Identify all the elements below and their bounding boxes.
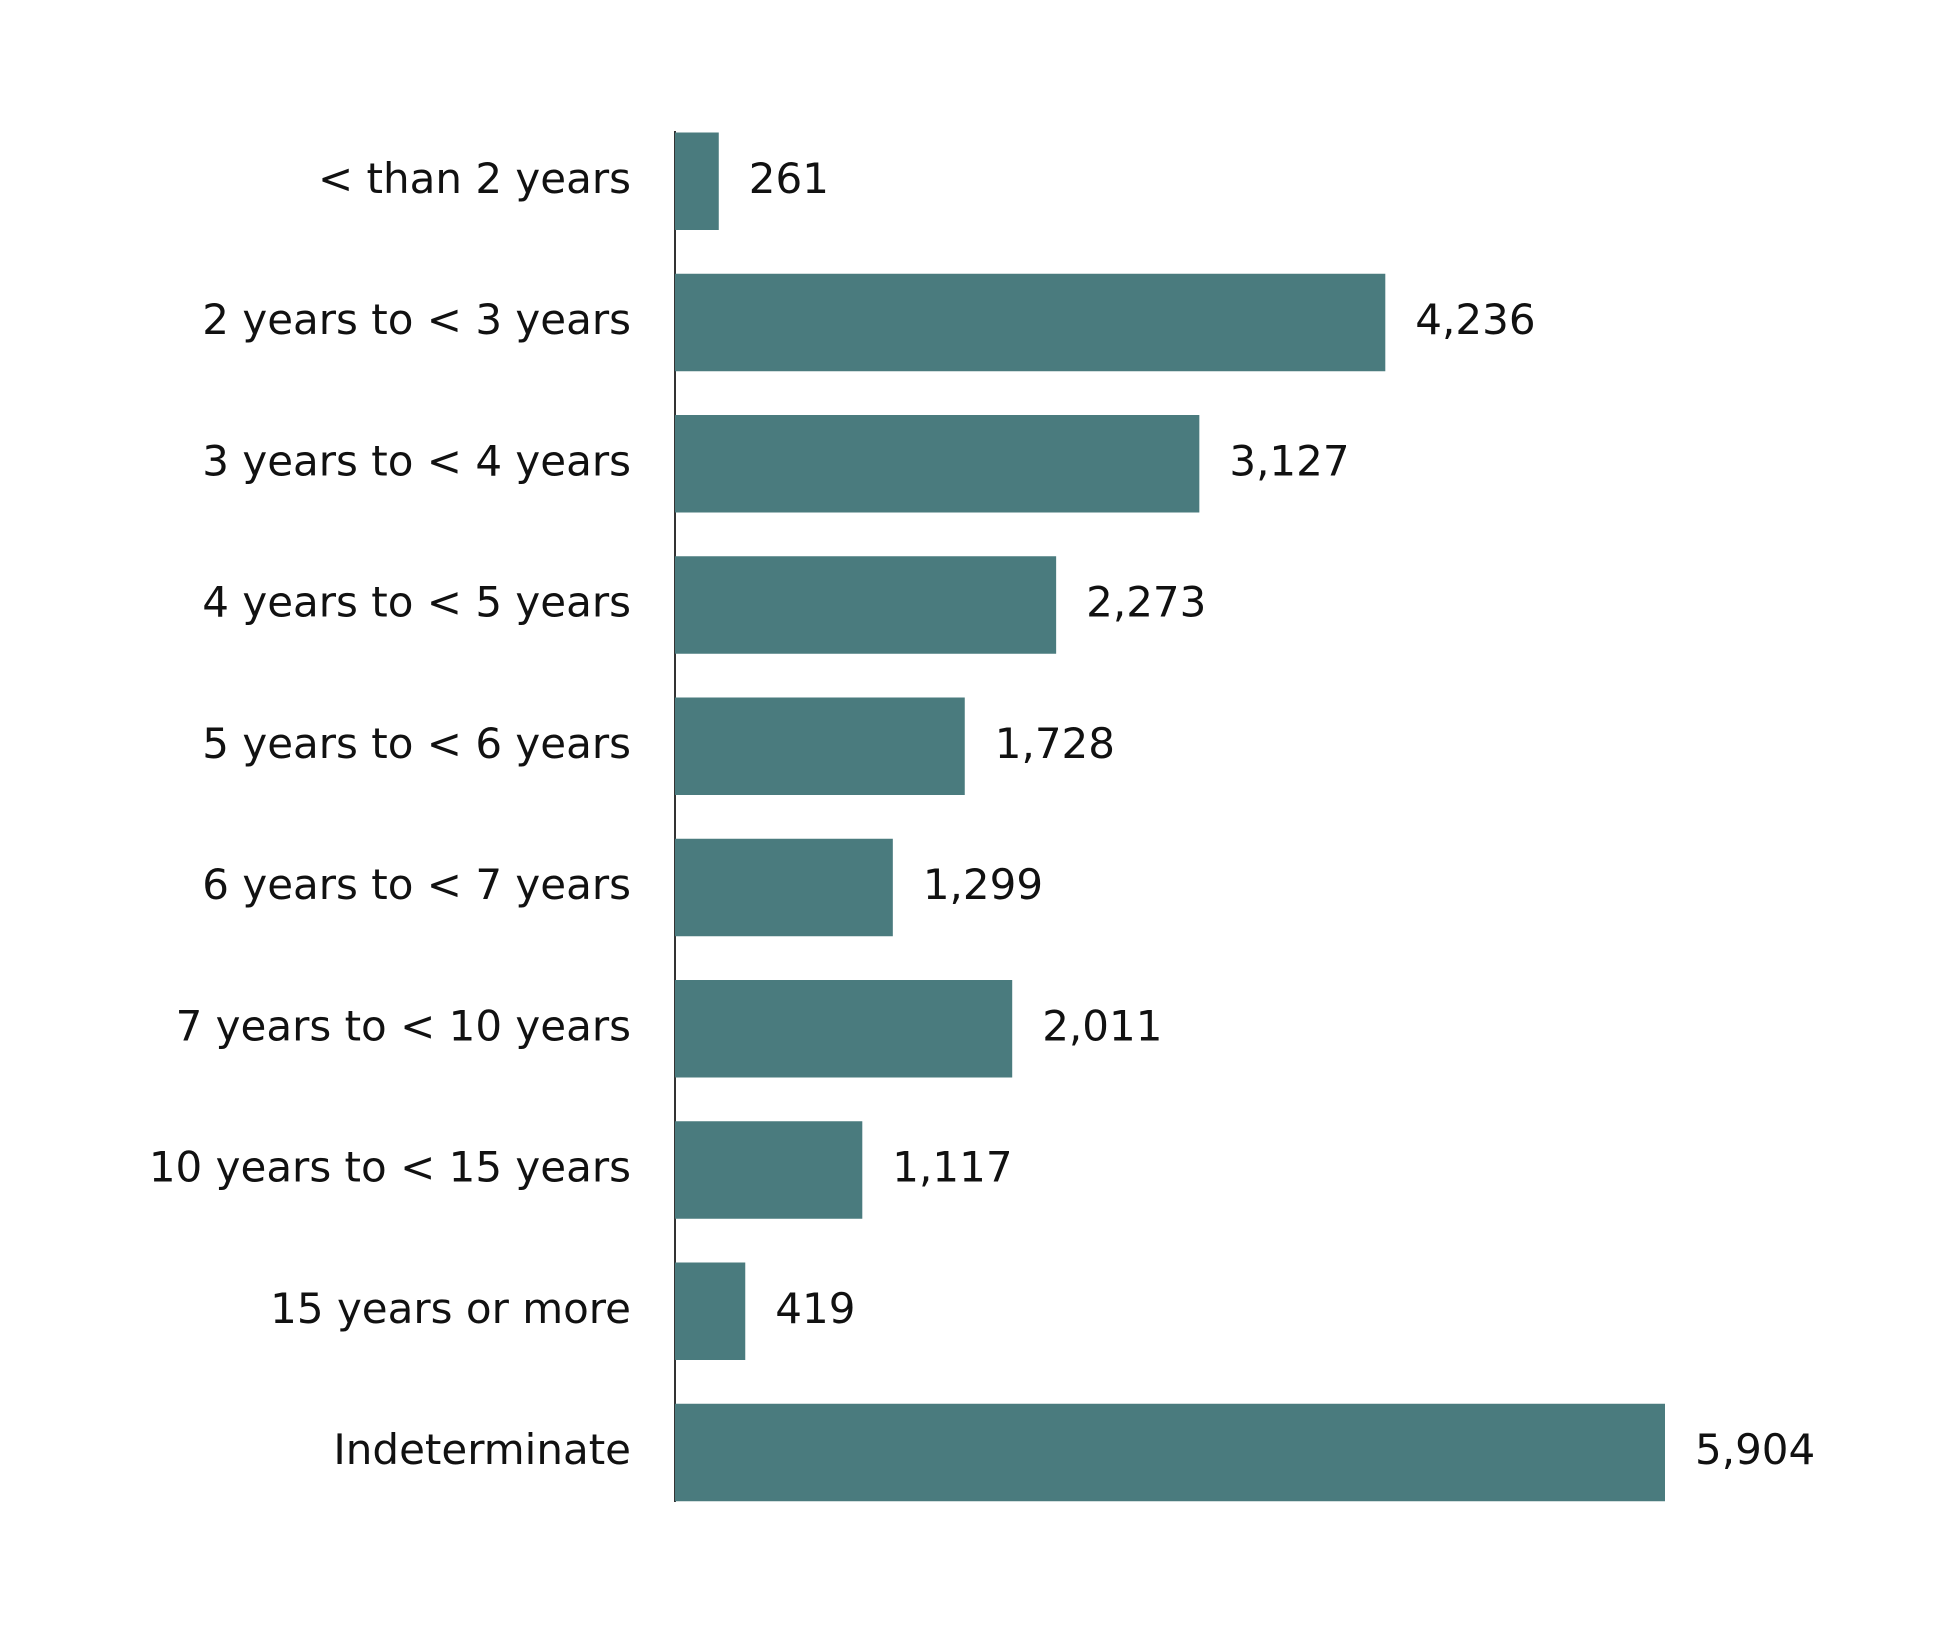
value-label: 1,117 (892, 1143, 1012, 1192)
category-label: 4 years to < 5 years (202, 578, 631, 627)
category-label: 5 years to < 6 years (202, 719, 631, 768)
bar (675, 980, 1013, 1078)
bar (675, 838, 893, 937)
value-label: 1,299 (923, 860, 1043, 909)
value-label: 2,273 (1086, 578, 1206, 627)
category-label: 7 years to < 10 years (176, 1001, 631, 1050)
category-label: 10 years to < 15 years (149, 1143, 631, 1192)
bar (675, 132, 719, 230)
category-label: 2 years to < 3 years (202, 295, 631, 344)
value-label: 1,728 (995, 719, 1115, 768)
category-label: < than 2 years (318, 154, 631, 203)
value-label: 3,127 (1229, 436, 1349, 485)
value-label: 261 (749, 154, 829, 203)
value-label: 5,904 (1695, 1425, 1815, 1474)
category-label: 3 years to < 4 years (202, 436, 631, 485)
category-label: Indeterminate (333, 1425, 631, 1474)
category-label: 15 years or more (270, 1284, 631, 1333)
bar (675, 556, 1057, 654)
bar (675, 415, 1200, 513)
bar (675, 273, 1386, 372)
bar (675, 1262, 746, 1360)
bar (675, 697, 965, 795)
value-label: 4,236 (1415, 295, 1535, 344)
value-label: 2,011 (1042, 1001, 1162, 1050)
bar (675, 1121, 863, 1219)
category-label: 6 years to < 7 years (202, 860, 631, 909)
bar (675, 1403, 1665, 1502)
value-label: 419 (775, 1284, 855, 1333)
